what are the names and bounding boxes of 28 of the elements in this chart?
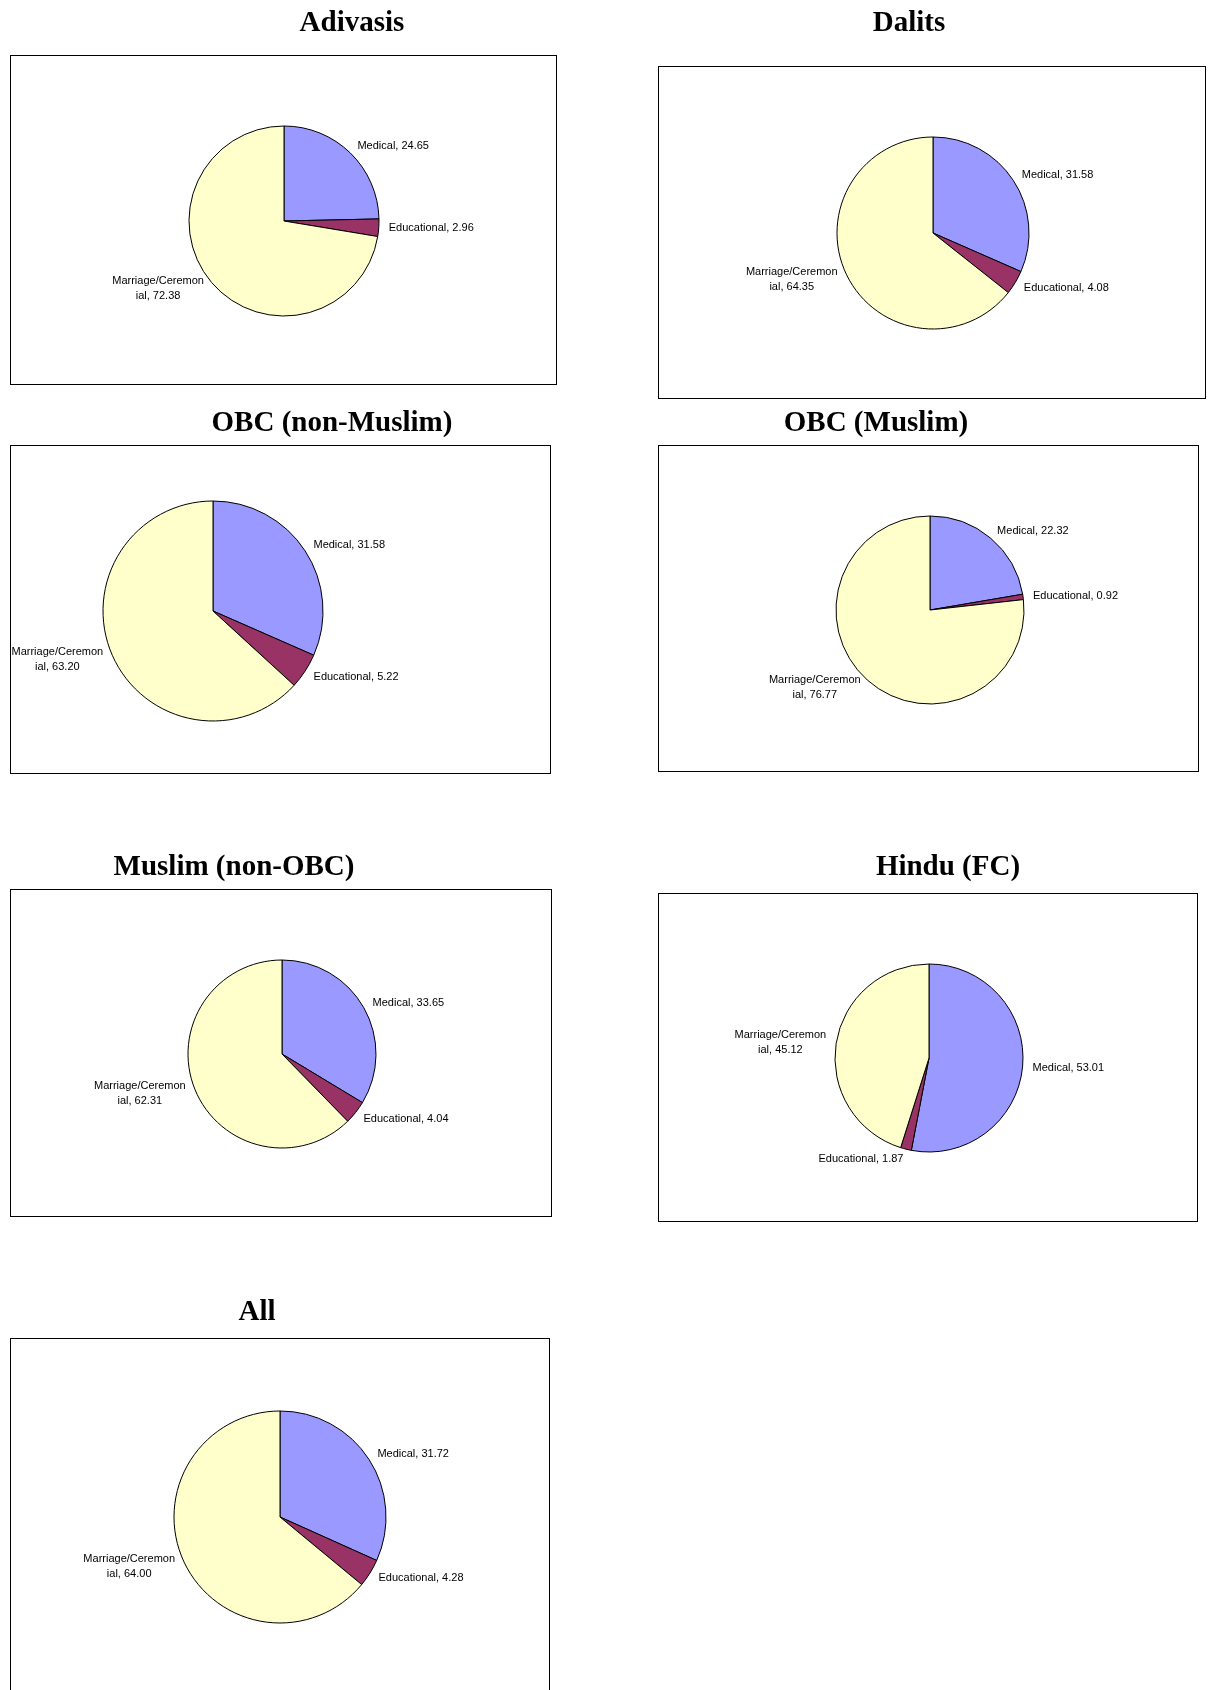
slice-label: Marriage/Ceremonial, 72.38: [112, 274, 204, 302]
slice-label: Marriage/Ceremonial, 63.20: [11, 644, 104, 672]
slice-label: Educational, 0.92: [1032, 588, 1118, 601]
chart-title: Dalits: [871, 5, 947, 38]
slice-label: Medical, 31.58: [1021, 168, 1094, 181]
slice-label: Educational, 5.22: [313, 669, 399, 682]
slice-label: Medical, 31.58: [313, 538, 386, 551]
chart-title: Muslim (non-OBC): [112, 849, 356, 882]
slice-label: Medical, 33.65: [372, 995, 445, 1008]
chart-title: Hindu (FC): [874, 849, 1022, 882]
slice-label: Educational, 4.28: [378, 1571, 464, 1584]
slice-label: Educational, 4.08: [1023, 280, 1109, 293]
chart-title: OBC (non-Muslim): [210, 405, 454, 438]
slice-label: Marriage/Ceremonial, 64.00: [83, 1551, 176, 1579]
slice-label: Marriage/Ceremonial, 45.12: [734, 1027, 827, 1055]
slice-label: Marriage/Ceremonial, 76.77: [768, 673, 861, 701]
chart-title: OBC (Muslim): [782, 405, 970, 438]
slice-label: Marriage/Ceremonial, 62.31: [93, 1078, 186, 1106]
slice-label: Medical, 31.72: [377, 1447, 449, 1460]
slice-label: Marriage/Ceremonial, 64.35: [745, 264, 838, 292]
slice-label: Medical, 22.32: [997, 523, 1069, 536]
slice-label: Medical, 24.65: [357, 138, 429, 151]
slice-label: Educational, 4.04: [363, 1111, 449, 1124]
chart-title: Adivasis: [298, 5, 406, 38]
chart-title: All: [237, 1294, 277, 1327]
slice-label: Educational, 2.96: [388, 221, 474, 234]
slice-label: Medical, 53.01: [1032, 1060, 1105, 1073]
slice-label: Educational, 1.87: [818, 1151, 904, 1164]
